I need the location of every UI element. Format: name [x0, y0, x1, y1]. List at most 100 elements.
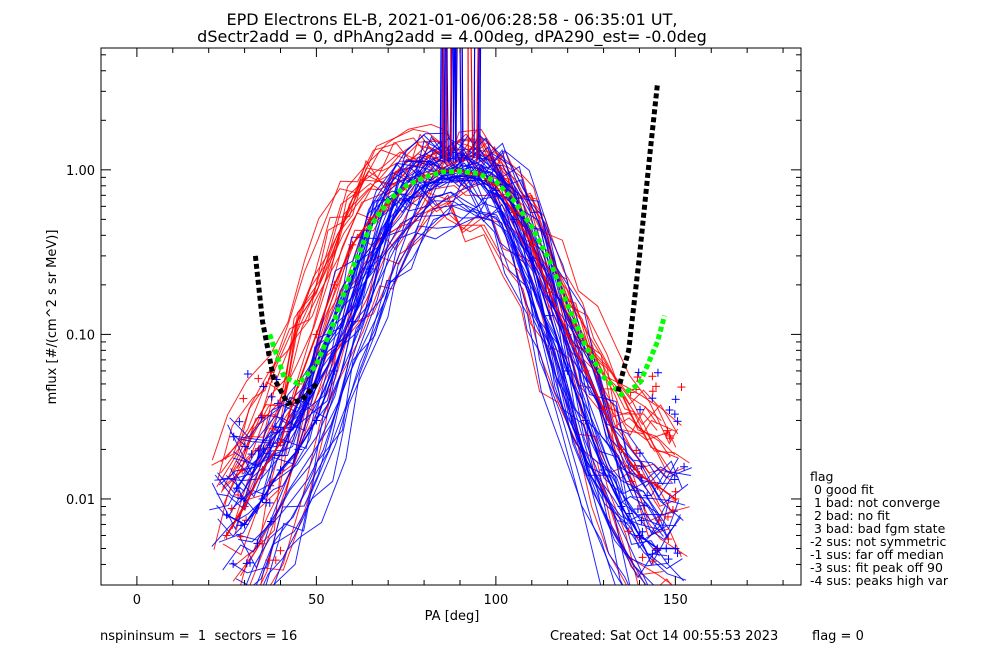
data-point [665, 405, 674, 414]
data-point [527, 240, 536, 249]
data-point [664, 555, 673, 564]
data-point [634, 368, 643, 377]
data-point [624, 527, 633, 536]
data-point [633, 505, 642, 514]
spike-line [439, 48, 442, 161]
data-point [599, 405, 608, 414]
data-point [649, 557, 658, 566]
trace-line [233, 148, 686, 506]
trace-line [262, 203, 624, 585]
spike-line [470, 48, 474, 160]
trace-line [211, 123, 658, 461]
y-tick-label: 1.00 [66, 164, 95, 179]
data-point [648, 387, 657, 396]
spike-line [479, 48, 482, 162]
data-point [666, 434, 675, 443]
data-point [276, 546, 285, 555]
data-point [232, 484, 241, 493]
data-point [366, 264, 375, 273]
data-point [663, 512, 672, 521]
data-point [509, 208, 518, 217]
data-point [563, 330, 572, 339]
data-point [312, 416, 321, 425]
data-point [527, 256, 536, 265]
legend-item: -1 sus: far off median [810, 547, 944, 562]
trace-line [222, 170, 670, 541]
spike-line [473, 48, 476, 159]
data-point [626, 477, 635, 486]
y-tick-label: 0.10 [66, 328, 95, 343]
data-point [262, 498, 271, 507]
data-point [330, 280, 339, 289]
trace-line [265, 210, 646, 585]
data-point [473, 174, 482, 183]
data-point [265, 441, 274, 450]
data-point [673, 417, 682, 426]
data-point [384, 222, 393, 231]
legend: flag 0 good fit 1 bad: not converge 2 ba… [810, 469, 949, 588]
data-point [673, 549, 682, 558]
data-point [636, 405, 645, 414]
data-point [348, 317, 357, 326]
data-point [271, 556, 280, 565]
data-point [246, 558, 255, 567]
data-point [276, 438, 285, 447]
plot-area [209, 48, 692, 585]
data-point [259, 382, 268, 391]
data-point [438, 174, 447, 183]
trace-line [241, 161, 682, 541]
trace-line [245, 200, 623, 585]
data-point [242, 559, 251, 568]
data-point [643, 491, 652, 500]
data-point [222, 531, 231, 540]
data-point [581, 416, 590, 425]
data-point [671, 494, 680, 503]
data-point [671, 487, 680, 496]
data-point [271, 422, 280, 431]
data-point [259, 445, 268, 454]
trace-line [230, 177, 649, 585]
data-point [637, 516, 646, 525]
data-point [680, 462, 689, 471]
legend-item: 2 bad: no fit [810, 508, 890, 523]
data-point [266, 517, 275, 526]
data-point [664, 535, 673, 544]
data-point [276, 465, 285, 474]
series-line [226, 174, 676, 550]
data-point [635, 470, 644, 479]
legend-item: -4 sus: peaks high var [810, 573, 949, 588]
trace-line [235, 146, 684, 521]
data-point [648, 372, 657, 381]
data-point [662, 430, 671, 439]
data-point [648, 394, 657, 403]
data-point [420, 181, 429, 190]
data-point [632, 446, 641, 455]
spike-line [477, 48, 480, 161]
data-point [257, 413, 266, 422]
data-point [268, 424, 277, 433]
data-point [238, 466, 247, 475]
data-point [258, 494, 267, 503]
data-point [348, 240, 357, 249]
x-tick-label: 50 [308, 593, 325, 608]
data-point [670, 475, 679, 484]
trace-line [221, 139, 676, 491]
trace-line [236, 189, 683, 570]
trace-line [273, 201, 630, 585]
spike-line [476, 48, 479, 163]
data-point [247, 450, 256, 459]
fit-curve [252, 255, 319, 407]
chart-title-line-1: EPD Electrons EL-B, 2021-01-06/06:28:58 … [227, 10, 678, 29]
data-point [653, 368, 662, 377]
x-tick-label: 0 [133, 593, 141, 608]
data-point [545, 288, 554, 297]
spike-line [444, 48, 446, 163]
data-point [652, 545, 661, 554]
y-axis-label: mflux [#/(cm^2 s sr MeV)] [45, 230, 60, 405]
x-axis-label: PA [deg] [425, 609, 480, 624]
data-point [294, 445, 303, 454]
traces-group [209, 48, 692, 585]
data-point [677, 383, 686, 392]
data-point [274, 399, 283, 408]
